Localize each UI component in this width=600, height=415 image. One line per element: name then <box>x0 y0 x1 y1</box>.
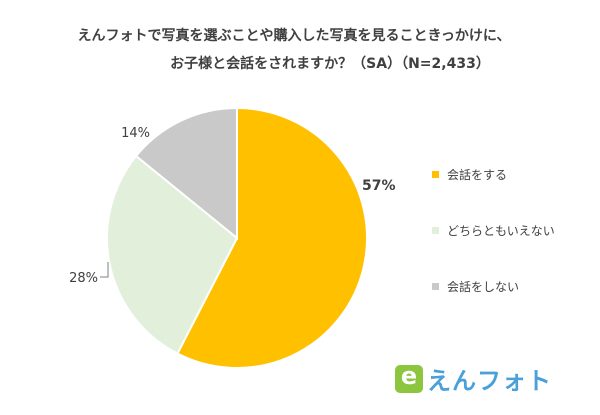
enphoto-logo: えんフォト <box>395 361 552 396</box>
legend-label-0: 会話をする <box>447 167 508 182</box>
pie-slice-0 <box>176 106 368 369</box>
legend-swatch-0 <box>432 170 439 178</box>
legend-item-1: どちらともいえない <box>432 202 555 258</box>
legend: 会話をする どちらともいえない 会話をしない <box>432 146 555 314</box>
data-label-0: 57% <box>362 178 396 194</box>
data-label-2: 14% <box>121 126 150 141</box>
legend-label-1: どちらともいえない <box>447 223 555 238</box>
legend-item-2: 会話をしない <box>432 258 555 314</box>
data-label-1: 28% <box>69 271 98 286</box>
logo-text: えんフォト <box>427 367 552 395</box>
legend-swatch-2 <box>432 282 439 290</box>
chart-title-line-2: お子様と会話をされますか？（SA）（N=2,433） <box>170 56 490 72</box>
legend-item-0: 会話をする <box>432 146 555 202</box>
chart-title-line-1: えんフォトで写真を選ぶことや購入した写真を見ることきっかけに、 <box>77 28 511 44</box>
pie-slice-2 <box>134 106 238 241</box>
chart-title: えんフォトで写真を選ぶことや購入した写真を見ることきっかけに、 お子様と会話をさ… <box>0 22 600 78</box>
leader-line-1 <box>100 262 109 278</box>
logo-e-icon <box>395 362 423 393</box>
pie-slice-1 <box>106 154 239 355</box>
legend-label-2: 会話をしない <box>447 279 520 294</box>
legend-swatch-1 <box>432 226 439 234</box>
